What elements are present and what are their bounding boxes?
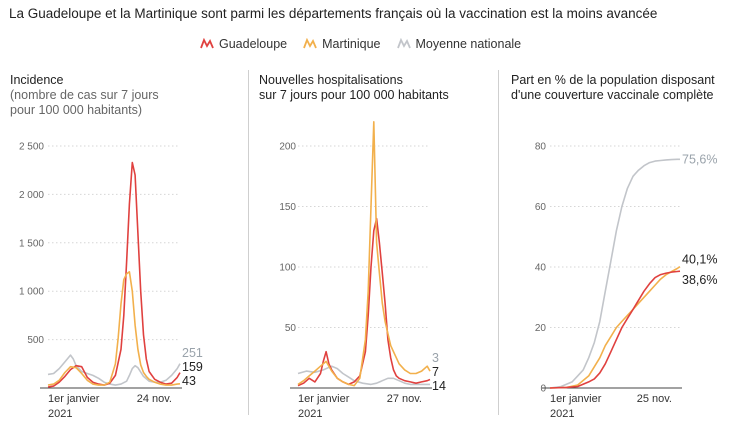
- x-label-start-year: 2021: [298, 408, 322, 420]
- end-value-label: 3: [432, 351, 439, 365]
- y-tick-label: 1 500: [19, 238, 44, 249]
- y-tick-label: 2 000: [19, 190, 44, 201]
- end-value-label: 14: [432, 379, 446, 393]
- panel-title-hospitalisations: Nouvelles hospitalisations sur 7 jours p…: [259, 73, 449, 103]
- y-tick-label: 500: [27, 335, 44, 346]
- legend-item-martinique: Martinique: [303, 37, 381, 51]
- x-label-end: 25 nov.: [637, 393, 672, 405]
- x-label-start-year: 2021: [48, 408, 72, 420]
- zigzag-line-icon: [303, 38, 317, 49]
- x-label-start: 1er janvier: [48, 393, 100, 405]
- x-label-start-year: 2021: [550, 408, 574, 420]
- series-line-guadeloupe: [47, 161, 181, 388]
- y-tick-label: 2 500: [19, 142, 44, 153]
- zigzag-line-icon: [200, 38, 214, 49]
- end-value-label: 38,6%: [682, 273, 717, 287]
- legend-label: Martinique: [322, 37, 381, 51]
- panel-subtitle-line: (nombre de cas sur 7 jours: [10, 88, 159, 102]
- y-tick-label: 0: [540, 384, 546, 395]
- x-label-start: 1er janvier: [298, 393, 350, 405]
- end-value-label: 40,1%: [682, 253, 717, 267]
- series-line-guadeloupe: [297, 217, 431, 387]
- legend-item-guadeloupe: Guadeloupe: [200, 37, 287, 51]
- y-tick-label: 60: [535, 202, 547, 213]
- end-value-label: 7: [432, 365, 439, 379]
- zigzag-line-icon: [396, 38, 411, 49]
- panel-title-main: Incidence: [10, 73, 64, 87]
- x-label-end: 24 nov.: [137, 393, 172, 405]
- series-line-martinique: [47, 270, 181, 386]
- y-tick-label: 40: [535, 263, 547, 274]
- panel-title-line: d'une couverture vaccinale complète: [511, 88, 714, 102]
- series-line-martinique: [549, 266, 681, 389]
- legend: Guadeloupe Martinique Moyenne nationale: [200, 37, 537, 51]
- y-tick-label: 80: [535, 142, 547, 153]
- legend-label: Moyenne nationale: [415, 37, 522, 51]
- panel-divider: [248, 70, 249, 415]
- y-tick-label: 200: [279, 142, 296, 153]
- series-line-moyenne-nationale: [297, 365, 430, 386]
- chart-title: La Guadeloupe et la Martinique sont parm…: [9, 6, 658, 21]
- panel-title-line: Nouvelles hospitalisations: [259, 73, 403, 87]
- panel-subtitle-line: pour 100 000 habitants): [10, 103, 143, 117]
- panel-title-line: sur 7 jours pour 100 000 habitants: [259, 88, 449, 102]
- panel-title-vaccination: Part en % de la population disposant d'u…: [511, 73, 715, 103]
- series-line-guadeloupe: [549, 270, 681, 389]
- y-tick-label: 100: [279, 263, 296, 274]
- end-value-label: 75,6%: [682, 152, 717, 166]
- series-line-martinique: [297, 121, 431, 387]
- series-line-moyenne-nationale: [549, 158, 680, 389]
- legend-item-moyenne-nationale: Moyenne nationale: [396, 37, 522, 51]
- y-tick-label: 150: [279, 202, 296, 213]
- panel-title-line: Part en % de la population disposant: [511, 73, 715, 87]
- x-label-end: 27 nov.: [387, 393, 422, 405]
- series-line-moyenne-nationale: [47, 354, 181, 386]
- end-value-label: 251: [182, 346, 203, 360]
- end-value-label: 159: [182, 360, 203, 374]
- y-tick-label: 50: [285, 323, 297, 334]
- panel-divider: [498, 70, 499, 415]
- y-tick-label: 20: [535, 323, 547, 334]
- panel-title-incidence: Incidence (nombre de cas sur 7 jours pou…: [10, 73, 159, 118]
- y-tick-label: 1 000: [19, 287, 44, 298]
- x-label-start: 1er janvier: [550, 393, 602, 405]
- legend-label: Guadeloupe: [219, 37, 288, 51]
- end-value-label: 43: [182, 374, 196, 388]
